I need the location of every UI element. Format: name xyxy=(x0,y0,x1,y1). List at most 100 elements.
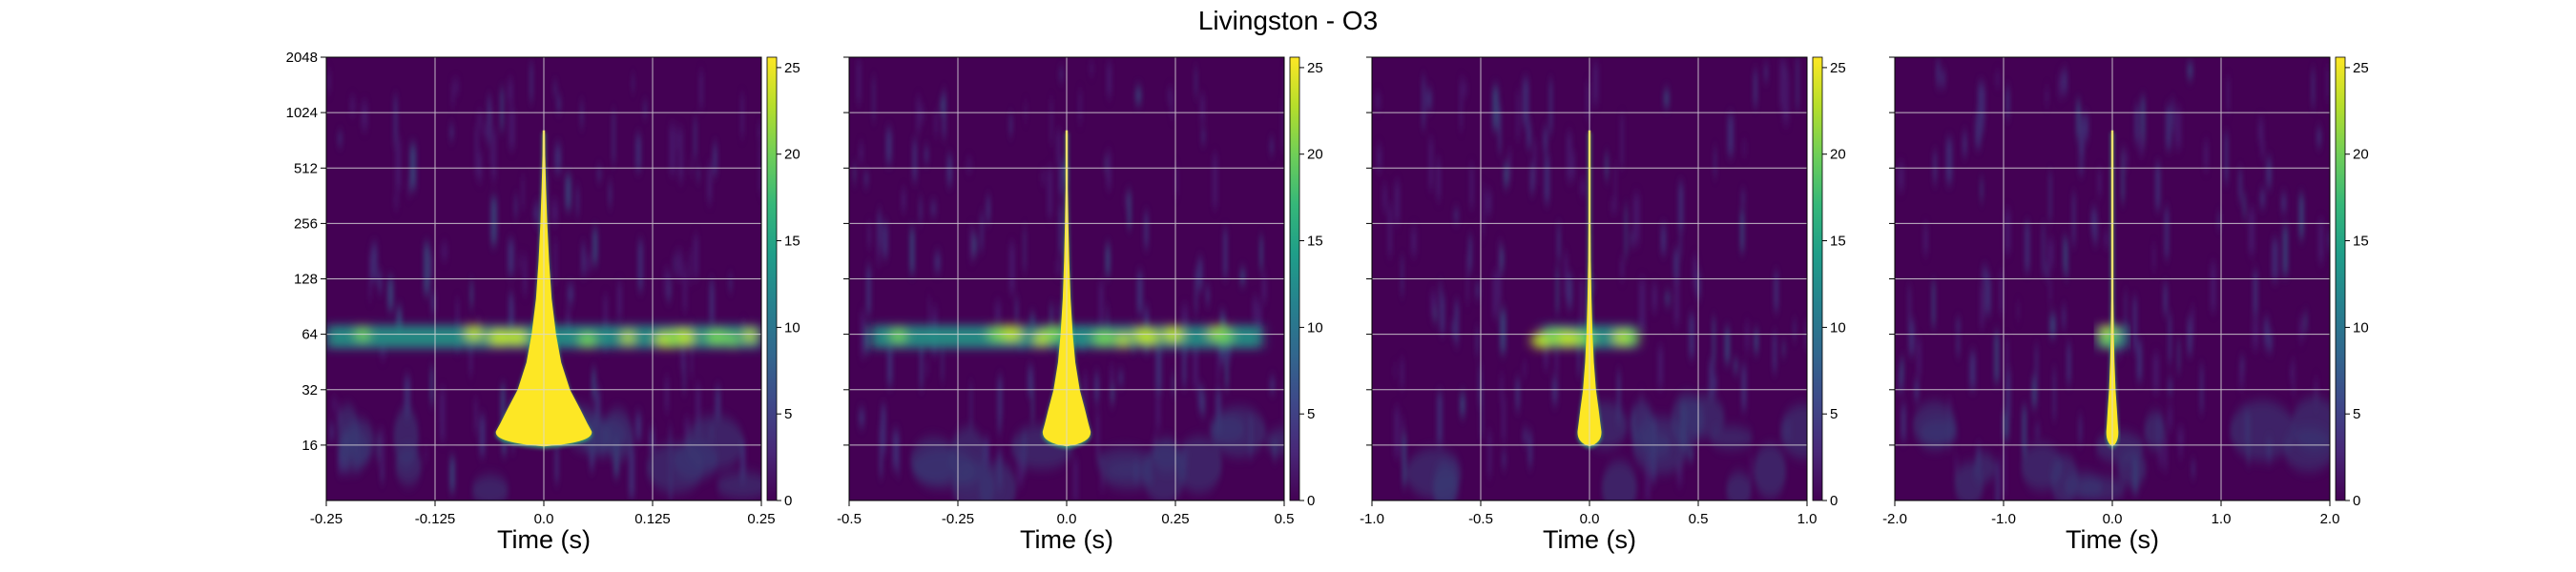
noise-streak xyxy=(1206,287,1210,304)
noise-streak xyxy=(1957,337,1961,356)
noise-streak xyxy=(1426,90,1433,109)
noise-blob xyxy=(2144,412,2165,450)
noise-streak xyxy=(2299,195,2304,238)
noise-streak xyxy=(535,203,539,225)
noise-streak xyxy=(2326,68,2329,100)
noise-streak xyxy=(2227,78,2230,112)
noise-streak xyxy=(1533,141,1536,186)
noise-streak xyxy=(449,126,454,138)
panel-1-plot-area xyxy=(326,57,770,506)
noise-streak xyxy=(1678,183,1683,229)
band-spot xyxy=(679,329,694,346)
noise-streak xyxy=(995,303,1002,324)
noise-streak xyxy=(1135,88,1142,103)
noise-streak xyxy=(1917,339,1922,376)
noise-streak xyxy=(1620,258,1624,279)
noise-streak xyxy=(424,244,430,295)
noise-blob xyxy=(1726,472,1752,508)
noise-streak xyxy=(864,327,870,352)
noise-streak xyxy=(2299,317,2304,341)
noise-streak xyxy=(1745,323,1749,351)
noise-streak xyxy=(1155,346,1162,392)
noise-streak xyxy=(2137,341,2143,380)
noise-blob xyxy=(395,447,422,485)
noise-blob xyxy=(1973,453,1996,482)
noise-streak xyxy=(2022,407,2026,456)
noise-streak xyxy=(1725,329,1731,363)
noise-streak xyxy=(2318,221,2324,262)
noise-streak xyxy=(1556,268,1559,313)
noise-streak xyxy=(1591,280,1595,290)
noise-streak xyxy=(2139,133,2144,154)
colorbar-tick-label: 25 xyxy=(1307,60,1323,76)
noise-streak xyxy=(887,347,893,385)
noise-streak xyxy=(942,346,944,380)
noise-streak xyxy=(694,235,698,277)
band-spot xyxy=(1557,330,1579,347)
noise-streak xyxy=(1437,393,1443,444)
band-spot xyxy=(891,327,906,344)
noise-streak xyxy=(1009,244,1015,293)
noise-streak xyxy=(380,430,384,473)
noise-streak xyxy=(1382,186,1387,211)
noise-streak xyxy=(1223,230,1228,277)
noise-streak xyxy=(1059,204,1063,255)
colorbar-tick-label: 20 xyxy=(784,147,800,163)
noise-streak xyxy=(946,155,952,185)
noise-streak xyxy=(1111,387,1115,400)
noise-streak xyxy=(508,240,514,275)
noise-streak xyxy=(1144,213,1149,247)
noise-streak xyxy=(1107,64,1112,97)
noise-streak xyxy=(866,267,871,315)
noise-streak xyxy=(1984,276,1991,314)
noise-streak xyxy=(707,164,712,202)
noise-streak xyxy=(859,144,863,161)
noise-streak xyxy=(441,245,447,259)
noise-streak xyxy=(1969,362,1971,387)
noise-streak xyxy=(1253,297,1258,322)
x-tick-label: 2.0 xyxy=(2320,511,2340,527)
noise-streak xyxy=(881,406,886,454)
band-spot xyxy=(509,329,527,346)
noise-streak xyxy=(1689,449,1693,460)
noise-streak xyxy=(2266,158,2272,187)
noise-streak xyxy=(2063,236,2065,271)
x-axis-label: Time (s) xyxy=(1020,525,1113,554)
x-tick-label: 1.0 xyxy=(1797,511,1818,527)
noise-streak xyxy=(2177,429,2184,446)
noise-streak xyxy=(1557,225,1561,260)
noise-streak xyxy=(885,130,892,164)
x-tick-label: -0.25 xyxy=(310,511,343,527)
panel-2-y-axis xyxy=(843,57,849,445)
x-axis-label: Time (s) xyxy=(1543,525,1636,554)
noise-streak xyxy=(332,399,337,411)
noise-streak xyxy=(1270,140,1274,153)
noise-streak xyxy=(1549,81,1552,133)
noise-blob xyxy=(2050,455,2078,505)
noise-streak xyxy=(878,211,882,246)
noise-streak xyxy=(2238,170,2242,201)
x-tick-label: 0.125 xyxy=(634,511,671,527)
noise-streak xyxy=(477,153,482,181)
noise-streak xyxy=(1754,72,1757,106)
colorbar-tick-label: 0 xyxy=(1307,493,1315,509)
noise-streak xyxy=(1167,90,1173,102)
noise-streak xyxy=(676,129,683,151)
noise-streak xyxy=(2091,209,2097,234)
x-tick-label: 1.0 xyxy=(2212,511,2232,527)
noise-streak xyxy=(2258,119,2264,142)
x-tick-label: -1.0 xyxy=(1360,511,1384,527)
noise-streak xyxy=(483,125,488,136)
noise-streak xyxy=(1679,230,1681,255)
noise-streak xyxy=(2098,170,2102,194)
noise-streak xyxy=(1106,245,1111,276)
noise-streak xyxy=(1195,270,1197,314)
noise-streak xyxy=(940,99,946,112)
noise-blob xyxy=(1630,401,1654,446)
noise-streak xyxy=(1605,154,1608,179)
noise-streak xyxy=(1492,273,1498,317)
noise-streak xyxy=(1508,150,1511,182)
noise-streak xyxy=(1661,225,1667,253)
noise-streak xyxy=(377,434,379,460)
noise-blob xyxy=(913,449,975,489)
